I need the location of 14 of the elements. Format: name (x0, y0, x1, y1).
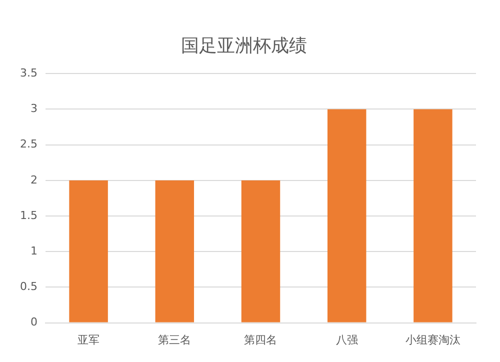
y-tick-label: 1.5 (20, 208, 38, 222)
x-tick-label: 亚军 (78, 333, 100, 346)
y-tick-label: 2 (30, 173, 38, 186)
x-tick-label: 八强 (336, 333, 358, 346)
x-tick-label: 第三名 (158, 333, 192, 346)
y-tick-label: 3 (30, 102, 38, 116)
x-tick-label: 第四名 (244, 333, 278, 346)
y-tick-label: 0 (30, 316, 38, 329)
x-tick-label: 小组赛淘汰 (405, 333, 460, 346)
chart-title: 国足亚洲杯成绩 (181, 35, 307, 56)
y-tick-label: 3.5 (20, 66, 38, 80)
y-tick-label: 2.5 (20, 138, 38, 151)
y-tick-label: 0.5 (20, 280, 38, 294)
y-tick-label: 1 (30, 244, 38, 258)
